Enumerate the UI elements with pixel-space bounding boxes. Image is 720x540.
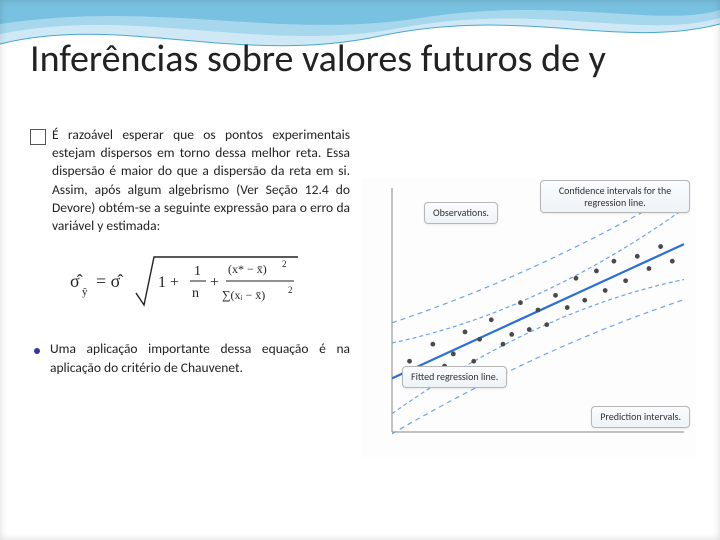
svg-text:σ̂: σ̂ (70, 271, 83, 291)
bullet-marker-dot (34, 348, 40, 354)
callout-confidence-label: Confidence intervals for the regression … (559, 184, 671, 209)
svg-text:= σ̂: = σ̂ (96, 271, 123, 291)
callout-fitted-label: Fitted regression line. (411, 370, 498, 383)
callout-observations: Observations. (424, 202, 498, 224)
svg-text:ŷ: ŷ (82, 286, 88, 298)
svg-text:∑(xᵢ − x̄): ∑(xᵢ − x̄) (222, 288, 265, 302)
callout-prediction: Prediction intervals. (591, 406, 690, 428)
bullet-marker-square (30, 129, 46, 145)
svg-text:n: n (192, 286, 199, 301)
svg-text:(x* − x̄): (x* − x̄) (228, 262, 267, 276)
callout-confidence: Confidence intervals for the regression … (540, 180, 690, 213)
bullet-item-1: É razoável esperar que os pontos experim… (30, 126, 350, 235)
paragraph-1: É razoável esperar que os pontos experim… (52, 126, 350, 235)
callout-observations-label: Observations. (433, 206, 489, 219)
svg-text:1 +: 1 + (158, 274, 179, 291)
svg-text:2: 2 (288, 285, 293, 295)
left-column: É razoável esperar que os pontos experim… (30, 126, 350, 387)
bullet-item-2: Uma aplicação importante dessa equação é… (30, 340, 350, 376)
regression-chart: Observations. Confidence intervals for t… (362, 178, 696, 458)
slide-title: Inferências sobre valores futuros de y (30, 39, 690, 81)
svg-text:+: + (210, 274, 219, 291)
svg-text:1: 1 (194, 264, 201, 279)
formula-sigma-yhat: σ̂ ŷ = σ̂ 1 + 1 n + (x* − x̄) 2 ∑(xᵢ − x… (70, 249, 350, 322)
content-area: É razoável esperar que os pontos experim… (30, 126, 690, 530)
paragraph-2: Uma aplicação importante dessa equação é… (50, 340, 350, 376)
callout-prediction-label: Prediction intervals. (600, 410, 681, 423)
callout-fitted: Fitted regression line. (402, 366, 507, 388)
svg-text:2: 2 (282, 259, 287, 269)
